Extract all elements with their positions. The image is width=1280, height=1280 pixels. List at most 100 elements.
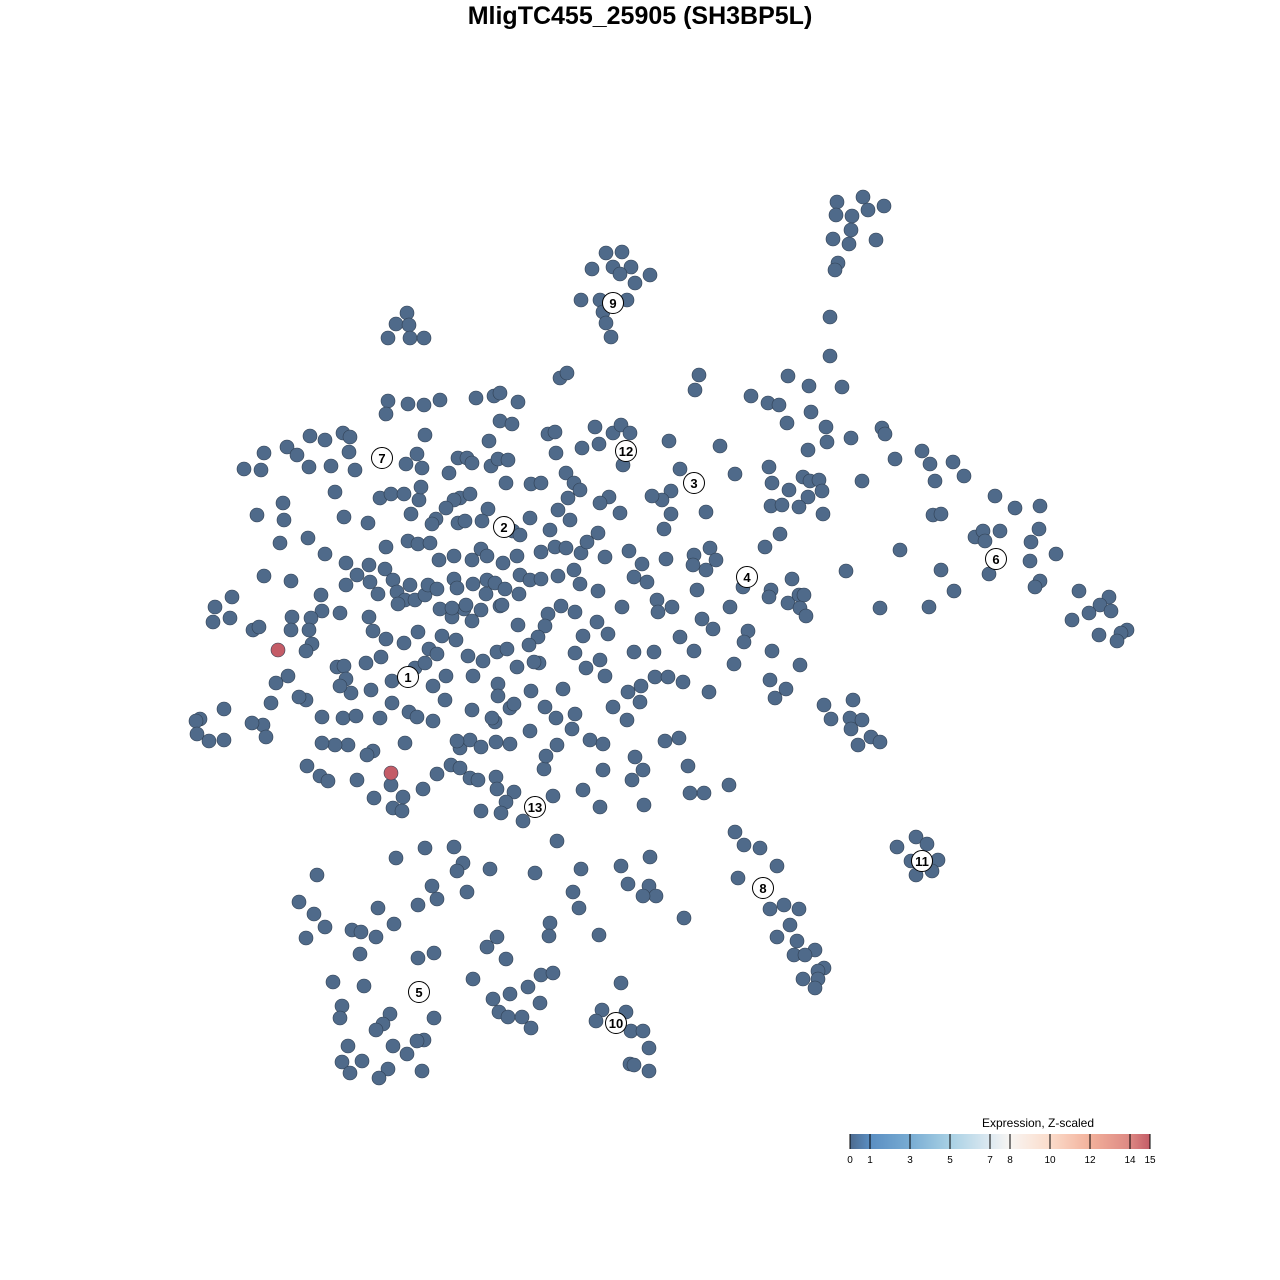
- data-point: [613, 858, 629, 874]
- cluster-label: 6: [985, 548, 1007, 570]
- data-point: [956, 468, 972, 484]
- data-point: [289, 447, 305, 463]
- data-point: [494, 597, 510, 613]
- data-point: [301, 622, 317, 638]
- data-point: [438, 668, 454, 684]
- data-point: [509, 659, 525, 675]
- data-point: [482, 861, 498, 877]
- data-point: [510, 617, 526, 633]
- data-point: [475, 653, 491, 669]
- data-point: [464, 552, 480, 568]
- data-point: [361, 557, 377, 573]
- data-point: [689, 582, 705, 598]
- data-point: [498, 475, 514, 491]
- data-point: [401, 317, 417, 333]
- data-point: [671, 730, 687, 746]
- data-point: [492, 385, 508, 401]
- data-point: [800, 489, 816, 505]
- data-point: [414, 460, 430, 476]
- data-point: [299, 758, 315, 774]
- data-point: [634, 556, 650, 572]
- data-point: [301, 459, 317, 475]
- data-point: [727, 824, 743, 840]
- data-point: [572, 576, 588, 592]
- chart-title: MligTC455_25905 (SH3BP5L): [467, 2, 813, 30]
- data-point: [803, 404, 819, 420]
- data-point: [579, 534, 595, 550]
- data-point: [403, 506, 419, 522]
- data-point: [332, 678, 348, 694]
- data-point: [1007, 500, 1023, 516]
- data-point: [774, 497, 790, 513]
- legend-tick-label: 1: [867, 1155, 873, 1166]
- data-point: [216, 732, 232, 748]
- data-point: [334, 1054, 350, 1070]
- data-point: [523, 1020, 539, 1036]
- data-point: [338, 555, 354, 571]
- data-point: [520, 979, 536, 995]
- data-point: [789, 933, 805, 949]
- data-point: [522, 510, 538, 526]
- data-point: [338, 577, 354, 593]
- data-point: [726, 656, 742, 672]
- cluster-label-text: 1: [404, 670, 411, 685]
- data-point: [327, 737, 343, 753]
- data-point: [624, 772, 640, 788]
- data-point: [694, 611, 710, 627]
- data-point: [336, 509, 352, 525]
- legend-tick-label: 0: [847, 1155, 853, 1166]
- cluster-label-text: 6: [992, 552, 999, 567]
- data-point: [460, 648, 476, 664]
- data-point: [533, 475, 549, 491]
- data-point: [816, 697, 832, 713]
- data-point: [614, 599, 630, 615]
- cluster-label: 5: [408, 981, 430, 1003]
- data-point: [1091, 627, 1107, 643]
- data-point: [550, 568, 566, 584]
- data-point: [378, 406, 394, 422]
- data-point: [781, 482, 797, 498]
- data-point: [591, 927, 607, 943]
- data-point: [582, 732, 598, 748]
- data-point: [573, 292, 589, 308]
- data-point: [347, 462, 363, 478]
- data-point: [743, 388, 759, 404]
- legend-title: Expression, Z-scaled: [982, 1116, 1094, 1130]
- data-point: [619, 712, 635, 728]
- data-point: [470, 772, 486, 788]
- data-point: [457, 513, 473, 529]
- data-point: [672, 629, 688, 645]
- data-point: [446, 839, 462, 855]
- data-point: [429, 891, 445, 907]
- data-point: [1064, 612, 1080, 628]
- data-point: [612, 266, 628, 282]
- data-point: [224, 589, 240, 605]
- data-point: [336, 658, 352, 674]
- cluster-label: 4: [736, 566, 758, 588]
- data-point: [626, 1057, 642, 1073]
- data-point: [388, 316, 404, 332]
- data-point: [473, 602, 489, 618]
- cluster-label-text: 13: [528, 800, 542, 815]
- data-point: [356, 978, 372, 994]
- data-point: [945, 454, 961, 470]
- data-point: [860, 202, 876, 218]
- data-point: [555, 681, 571, 697]
- data-point: [385, 1038, 401, 1054]
- data-point: [698, 562, 714, 578]
- data-point: [429, 646, 445, 662]
- data-point: [527, 865, 543, 881]
- data-point: [489, 929, 505, 945]
- data-point: [834, 379, 850, 395]
- data-point: [341, 444, 357, 460]
- data-point: [542, 522, 558, 538]
- data-point: [779, 415, 795, 431]
- data-point: [444, 600, 460, 616]
- data-point: [256, 445, 272, 461]
- data-point: [565, 884, 581, 900]
- data-point: [632, 694, 648, 710]
- data-point: [564, 721, 580, 737]
- data-point: [825, 231, 841, 247]
- cluster-label-text: 5: [415, 985, 422, 1000]
